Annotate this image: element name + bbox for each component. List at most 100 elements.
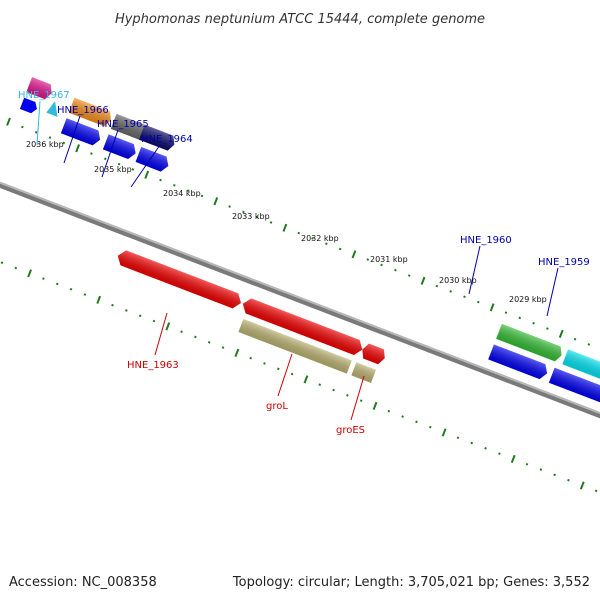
ruler-tick-minor <box>553 473 556 477</box>
ruler-tick-minor <box>407 274 411 277</box>
ruler-tick-minor <box>103 157 107 161</box>
ruler-tick-major <box>351 250 357 259</box>
chart-title: Hyphomonas neptunium ATCC 15444, complet… <box>115 12 485 27</box>
feature-blue-1960[interactable] <box>488 344 550 380</box>
ruler-tick-minor <box>366 258 370 261</box>
ruler-tick-minor <box>325 242 328 245</box>
ruler-tick-minor <box>277 367 280 371</box>
feature-blue-1965[interactable] <box>102 134 139 160</box>
ruler-tick-major <box>441 428 447 437</box>
feature-groes[interactable] <box>351 362 377 383</box>
leader-line-hne1959 <box>546 267 559 317</box>
ruler-tick-minor <box>311 237 314 240</box>
feature-hne1963[interactable] <box>115 248 244 310</box>
ruler-tick-minor <box>131 168 135 171</box>
gene-label-hne1959[interactable]: HNE_1959 <box>538 257 590 268</box>
feature-pink[interactable] <box>26 77 54 101</box>
ruler-tick-minor <box>449 290 452 293</box>
ruler-tick-major <box>282 223 288 232</box>
ruler-label: 2030 kbp <box>439 276 477 285</box>
ruler-tick-minor <box>21 125 24 129</box>
leader-line-hne1963 <box>154 312 168 356</box>
ruler-tick-major <box>510 454 516 464</box>
feature-blue-1959[interactable] <box>548 367 600 416</box>
ruler-tick-minor <box>587 343 591 346</box>
ruler-tick-minor <box>83 293 87 296</box>
ruler-tick-minor <box>525 462 529 466</box>
ruler-tick-major <box>144 170 150 179</box>
ruler-tick-minor <box>290 372 294 376</box>
ruler-tick-minor <box>498 452 501 455</box>
ruler-label: 2035 kbp <box>94 165 132 174</box>
gene-label-hne1960[interactable]: HNE_1960 <box>460 235 512 246</box>
leader-line-grol <box>277 353 293 397</box>
feature-cyan-1959[interactable] <box>562 349 600 397</box>
ruler-tick-minor <box>346 394 349 397</box>
ruler-tick-minor <box>269 221 273 224</box>
ruler-tick-major <box>213 197 219 206</box>
ruler-tick-minor <box>159 178 162 182</box>
ruler-tick-minor <box>180 330 183 333</box>
leader-line-groes <box>350 375 365 421</box>
ruler-tick-minor <box>387 409 391 413</box>
feature-orange[interactable] <box>68 97 114 128</box>
gene-label-hne1964[interactable]: HNE_1964 <box>141 134 193 145</box>
ruler-tick-minor <box>456 436 460 440</box>
ruler-tick-minor <box>532 321 535 325</box>
ruler-tick-minor <box>0 261 4 265</box>
gene-label-hne1965[interactable]: HNE_1965 <box>97 119 149 130</box>
ruler-tick-minor <box>394 268 397 272</box>
ruler-ticks-inner <box>0 261 598 493</box>
ruler-tick-major <box>579 481 585 490</box>
ruler-tick-major <box>96 295 102 304</box>
ruler-tick-minor <box>111 303 114 307</box>
ruler-tick-minor <box>228 205 231 208</box>
ruler-tick-minor <box>263 362 266 365</box>
ruler-tick-minor <box>200 194 204 198</box>
gene-label-hne1966[interactable]: HNE_1966 <box>57 105 109 116</box>
ruler-tick-minor <box>125 309 128 312</box>
gene-label-grol[interactable]: groL <box>266 401 288 412</box>
ruler-tick-minor <box>48 136 52 139</box>
feature-green-1960[interactable] <box>496 323 564 363</box>
ruler-tick-minor <box>338 247 342 251</box>
ruler-tick-minor <box>249 356 252 360</box>
gene-label-groes[interactable]: groES <box>336 425 365 436</box>
feature-cyan-marker[interactable] <box>46 100 62 117</box>
ruler-tick-major <box>234 348 240 357</box>
ruler-tick-minor <box>117 162 121 166</box>
feature-blue-small[interactable] <box>19 97 39 115</box>
ruler-tick-minor <box>504 311 508 314</box>
feature-red-b[interactable] <box>240 296 365 357</box>
feature-red-c[interactable] <box>359 342 387 366</box>
ruler-tick-minor <box>62 141 66 145</box>
feature-grey[interactable] <box>110 113 145 140</box>
gene-label-hne1963[interactable]: HNE_1963 <box>127 360 179 371</box>
leader-line-hne1966 <box>63 115 81 164</box>
ruler-tick-minor <box>518 316 522 320</box>
ruler-tick-minor <box>186 189 190 192</box>
ruler-tick-minor <box>594 489 598 493</box>
leader-line-hne1960 <box>468 245 481 295</box>
ruler-tick-major <box>75 144 80 153</box>
ruler-tick-minor <box>567 478 570 482</box>
ruler-tick-minor <box>470 441 474 445</box>
ruler-tick-major <box>6 117 11 126</box>
ruler-tick-minor <box>207 340 211 344</box>
genome-summary-text: Topology: circular; Length: 3,705,021 bp… <box>232 575 590 590</box>
ruler-tick-minor <box>332 388 335 392</box>
ruler-tick-major <box>303 375 309 384</box>
ruler-tick-minor <box>138 314 142 318</box>
ruler-tick-minor <box>90 152 93 155</box>
accession-text: Accession: NC_008358 <box>9 575 157 590</box>
feature-blue-1964[interactable] <box>135 146 172 173</box>
ruler-tick-minor <box>463 295 466 299</box>
feature-navy[interactable] <box>138 124 177 152</box>
feature-grol[interactable] <box>238 318 352 374</box>
leader-line-hne1965 <box>101 129 119 178</box>
ruler-tick-minor <box>173 184 176 187</box>
feature-blue-1966[interactable] <box>60 118 103 147</box>
ruler-tick-minor <box>152 319 156 323</box>
gene-label-hne1967[interactable]: HNE_1967 <box>18 90 70 101</box>
